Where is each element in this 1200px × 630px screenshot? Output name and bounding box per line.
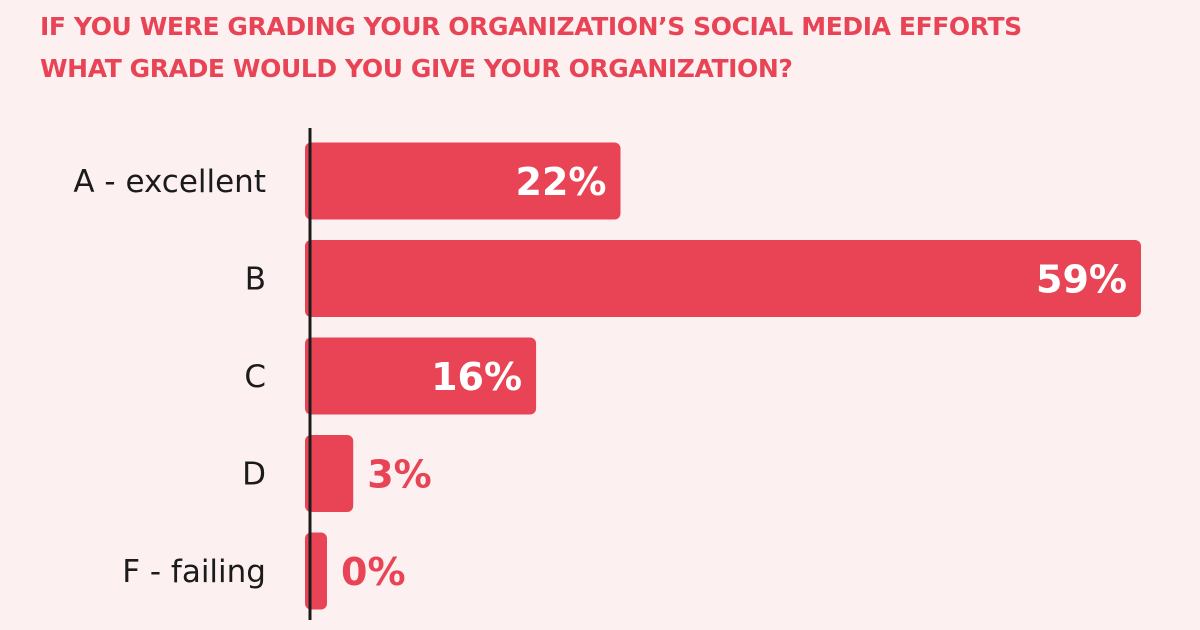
bar-1 [305,240,1141,317]
chart-title-line-1: IF YOU WERE GRADING YOUR ORGANIZATION’S … [40,12,1022,41]
value-label-0: 22% [516,160,607,204]
value-label-1: 59% [1036,258,1127,302]
bars-layer: A - excellent 22% B 59% C 16% D 3% F - failing 0% [73,142,1141,610]
category-label-4: F - failing [122,554,266,590]
chart-title: IF YOU WERE GRADING YOUR ORGANIZATION’S … [40,6,1160,90]
category-label-0: A - excellent [73,164,266,200]
value-label-4: 0% [341,550,406,594]
category-label-1: B [245,262,266,298]
bar-2 [305,337,537,415]
bar-0 [305,142,621,220]
bar-3 [305,435,354,512]
bar-4 [305,532,327,610]
category-label-3: D [242,457,266,493]
value-label-3: 3% [367,453,432,497]
category-label-2: C [244,359,266,395]
chart-title-line-2: WHAT GRADE WOULD YOU GIVE YOUR ORGANIZAT… [40,54,793,83]
value-label-2: 16% [431,355,522,399]
